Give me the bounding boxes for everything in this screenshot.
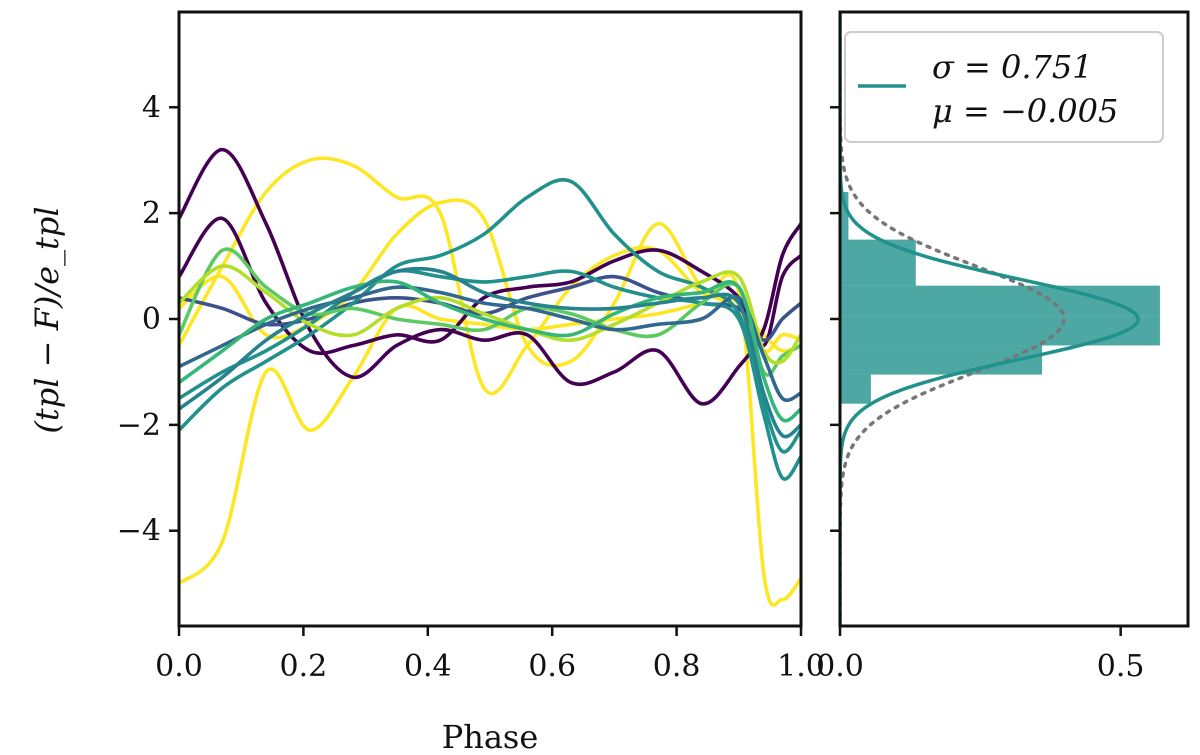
x-axis-label: Phase [442, 718, 539, 755]
y-tick-label: −4 [117, 514, 161, 549]
histogram-bar-2 [840, 315, 1160, 346]
right-x-tick-label: 0.5 [1097, 649, 1145, 684]
left-x-ticks: 0.0 0.2 0.4 0.6 0.8 1.0 [155, 626, 825, 684]
residual-line-7 [179, 268, 801, 481]
x-tick-label: 0.6 [528, 649, 576, 684]
x-tick-label: 0.2 [280, 649, 328, 684]
residual-lines [179, 147, 801, 607]
residual-curves-panel: −4 −2 0 2 4 0.0 0.2 0.4 0.6 0.8 1.0 Phase (tpl − … [28, 10, 825, 755]
y-axis-label: (tpl − F)/e_tpl [28, 206, 66, 433]
histogram-bar-0 [840, 374, 871, 404]
legend-mu: μ = −0.005 [932, 92, 1118, 130]
legend-sigma: σ = 0.751 [932, 48, 1093, 86]
histogram-bar-5 [840, 191, 849, 240]
residual-line-12 [179, 266, 801, 439]
histogram-panel: 0.0 0.5 σ = 0.751 μ = −0.005 [816, 10, 1190, 684]
residual-line-3 [179, 147, 801, 406]
y-tick-label: 0 [142, 302, 161, 337]
residual-line-11 [179, 279, 801, 423]
legend: σ = 0.751 μ = −0.005 [844, 31, 1164, 143]
y-tick-label: 4 [142, 90, 161, 125]
y-tick-label: −2 [117, 408, 161, 443]
legend-box [844, 31, 1164, 143]
x-tick-label: 0.8 [653, 649, 701, 684]
right-x-tick-label: 0.0 [816, 649, 864, 684]
right-x-ticks: 0.0 0.5 [816, 626, 1145, 684]
histogram-bars [840, 191, 1160, 404]
left-y-ticks: −4 −2 0 2 4 [117, 90, 179, 549]
histogram-bar-4 [840, 239, 916, 286]
residual-line-5 [179, 274, 801, 342]
x-tick-label: 0.0 [155, 649, 203, 684]
x-tick-label: 1.0 [777, 649, 825, 684]
right-y-ticks [830, 106, 840, 532]
x-tick-label: 0.4 [404, 649, 452, 684]
y-tick-label: 2 [142, 196, 161, 231]
fitted-gaussian-curve [840, 12, 1140, 626]
